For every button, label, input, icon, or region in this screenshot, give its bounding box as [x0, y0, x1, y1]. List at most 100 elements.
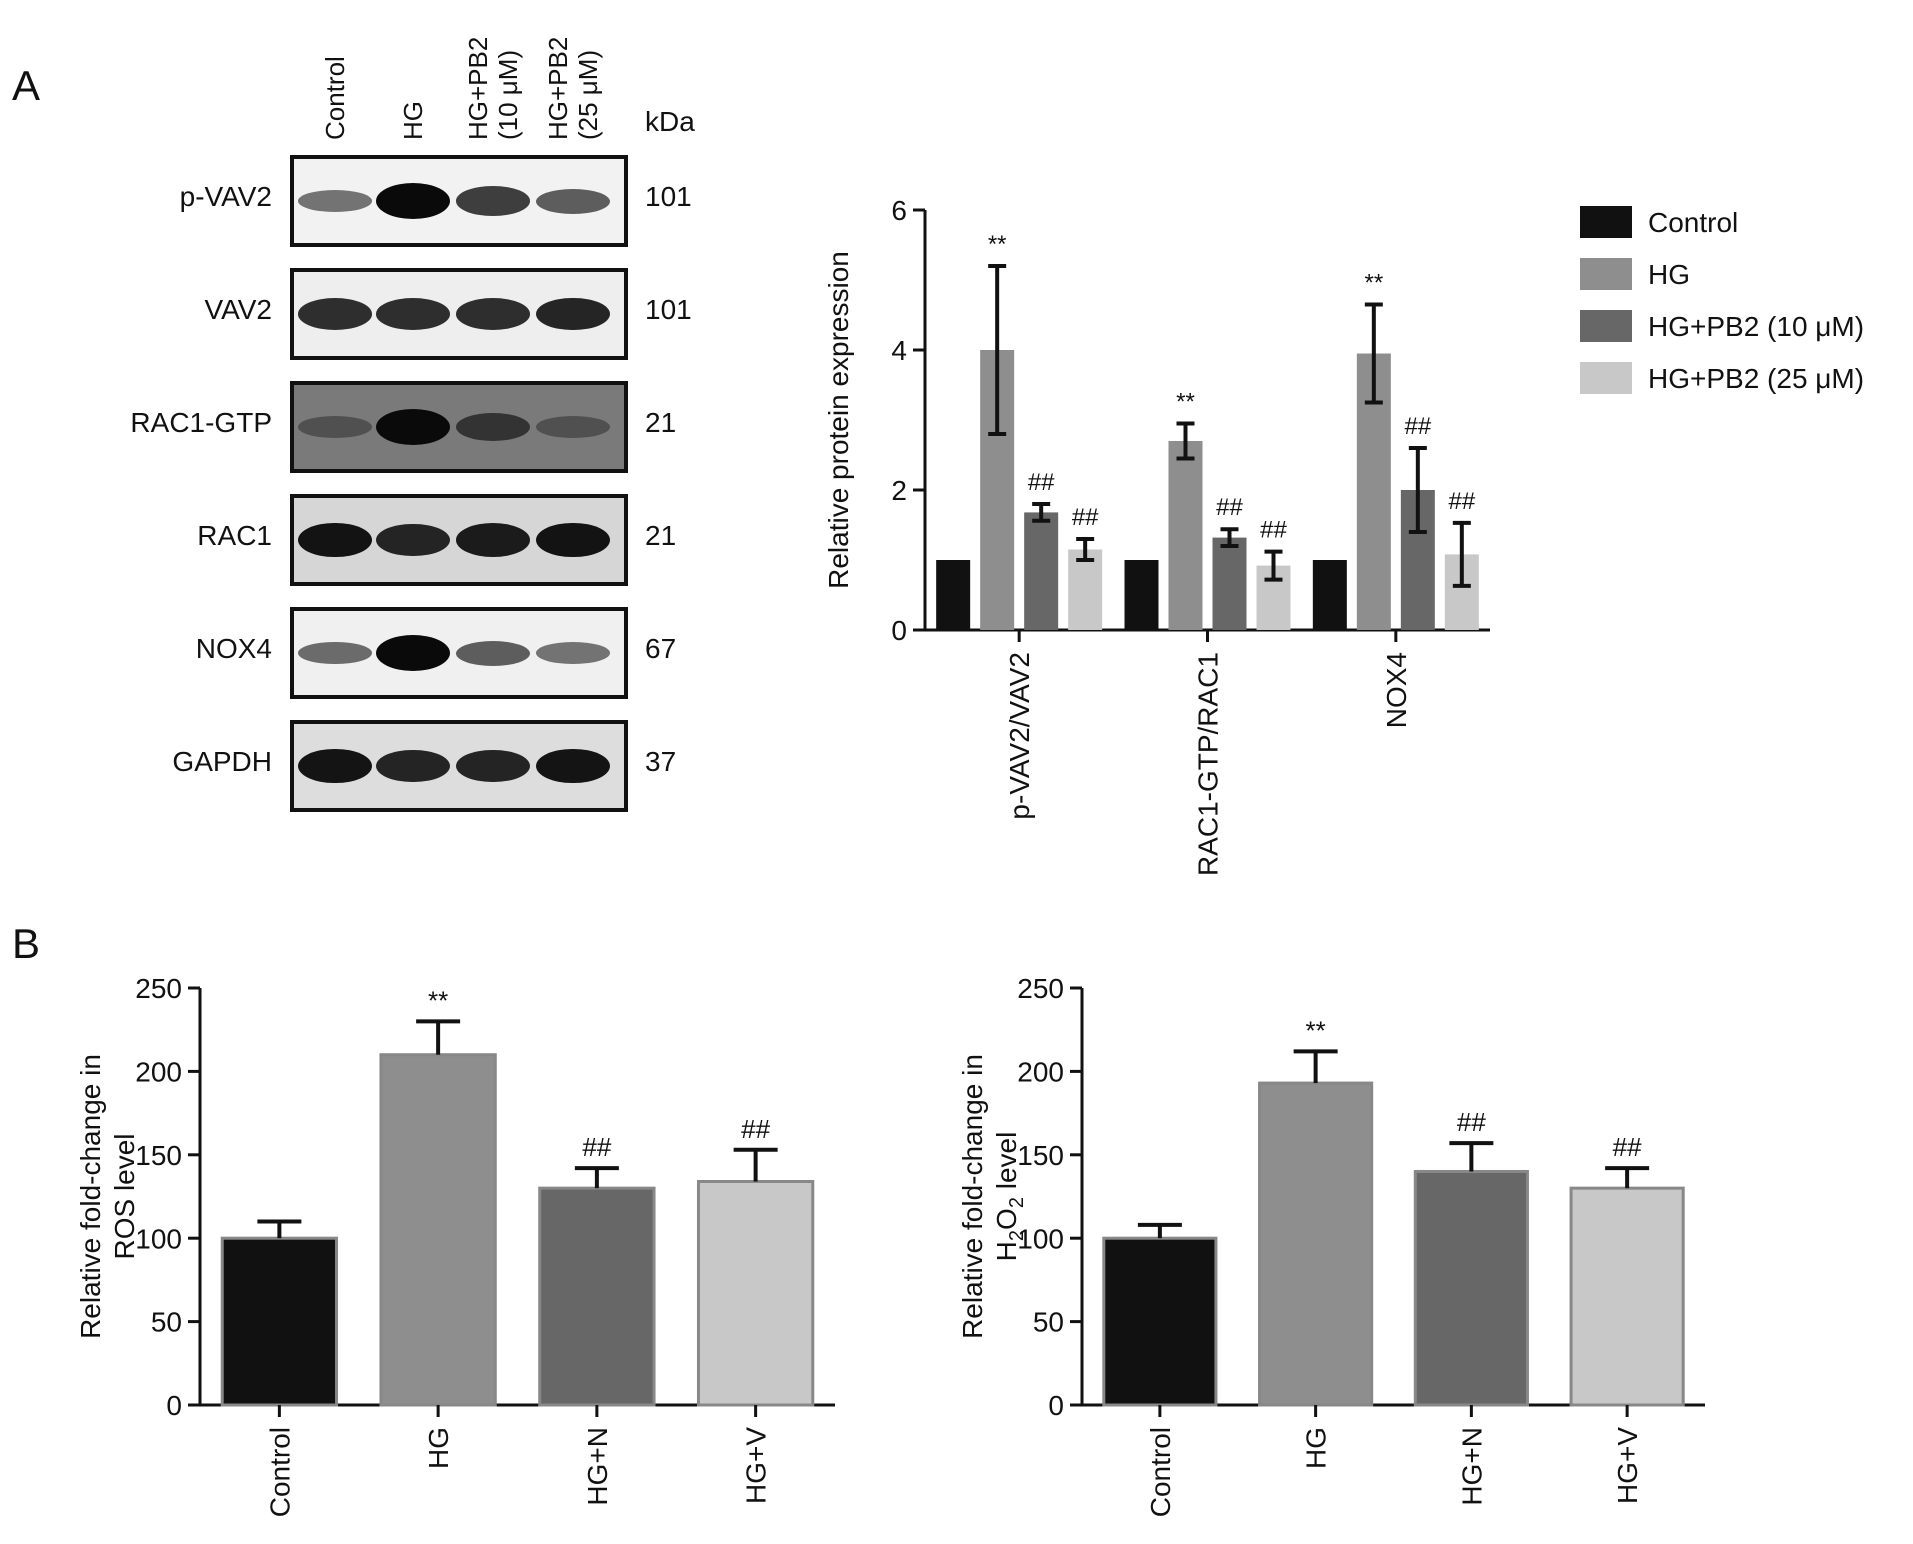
y-axis-label-line: Relative fold-change in	[75, 1054, 106, 1339]
protein-expression-chart: Relative protein expression 0 2 4 6 p-VAV2/VA…	[823, 195, 1864, 876]
blot-band	[298, 298, 372, 330]
y-tick-label: 100	[1017, 1223, 1064, 1254]
blot-band	[536, 642, 610, 664]
blot-membrane	[290, 607, 628, 699]
bar	[379, 1053, 497, 1407]
blot-band	[298, 748, 372, 784]
blot-band	[456, 523, 530, 557]
significance-label: **	[1364, 270, 1383, 297]
lane-header-line: (25 μM)	[573, 49, 603, 140]
blot-row-label: GAPDH	[172, 746, 272, 777]
x-tick-label: HG+V	[1612, 1427, 1643, 1504]
y-axis-label-line: ROS level	[109, 1133, 140, 1259]
blot-band	[536, 522, 610, 558]
legend-label: HG+PB2 (10 μM)	[1648, 311, 1864, 342]
y-axis-label-part: level	[991, 1132, 1022, 1197]
significance-label: **	[1176, 389, 1195, 416]
blot-band	[456, 186, 530, 216]
blot-band	[376, 523, 450, 557]
blot-row-kda: 67	[645, 633, 677, 664]
blot-band	[376, 749, 450, 783]
bar	[220, 1236, 339, 1407]
y-tick-label: 50	[1033, 1307, 1064, 1338]
blot-band	[298, 641, 372, 665]
significance-label: ##	[1613, 1132, 1642, 1162]
blot-row-label: NOX4	[195, 633, 272, 664]
blot-band	[456, 749, 530, 783]
y-axis-label-part: 2	[1006, 1230, 1028, 1241]
y-axis-label-part: 2	[1006, 1197, 1028, 1208]
y-axis-label-part: H	[991, 1241, 1022, 1261]
y-axis-label-line: H2O2 level	[991, 1132, 1028, 1262]
x-tick-label: HG	[1301, 1427, 1332, 1469]
bar	[538, 1186, 656, 1407]
y-tick-label: 250	[1017, 973, 1064, 1004]
blot-row-label: p-VAV2	[179, 181, 272, 212]
blot-row-kda: 21	[645, 407, 677, 438]
bar	[1024, 512, 1059, 630]
significance-label: ##	[582, 1132, 611, 1162]
y-tick-label: 50	[151, 1307, 182, 1338]
blot-band	[536, 416, 610, 438]
h2o2-level-chart: Relative fold-change in H2O2 level0501001…	[957, 973, 1705, 1517]
x-tick-label: HG+N	[1456, 1427, 1487, 1506]
significance-label: **	[988, 231, 1007, 258]
bar	[936, 560, 971, 630]
lane-header-line: HG+PB2	[543, 36, 573, 140]
y-tick-label: 150	[135, 1140, 182, 1171]
legend-label: HG+PB2 (25 μM)	[1648, 363, 1864, 394]
x-tick-label: Control	[1145, 1427, 1176, 1517]
y-tick-label: 0	[891, 615, 907, 646]
western-blot-panel: kDa Control HG HG+PB2 (10 μM) HG+PB2 (25 μM) p…	[0, 0, 760, 860]
blot-membrane	[290, 494, 628, 586]
y-axis-label: Relative protein expression	[823, 251, 854, 589]
blot-row-label: RAC1	[197, 520, 272, 551]
blot-row-kda: 21	[645, 520, 677, 551]
blot-band	[456, 412, 530, 442]
panel-letter-a: A	[12, 62, 41, 109]
y-tick-label: 0	[1048, 1390, 1064, 1421]
significance-label: ##	[1028, 469, 1055, 496]
blot-membrane	[290, 381, 628, 473]
x-tick-label: HG+V	[741, 1427, 772, 1504]
y-tick-label: 2	[891, 475, 907, 506]
blot-band	[376, 298, 450, 330]
blot-membrane	[290, 720, 628, 812]
significance-label: **	[1306, 1015, 1326, 1045]
blot-row-kda: 101	[645, 294, 692, 325]
significance-label: ##	[741, 1114, 770, 1144]
lane-header-line: Control	[320, 56, 350, 140]
legend-swatch	[1580, 258, 1632, 290]
significance-label: ##	[1404, 413, 1431, 440]
panel-letter-b: B	[12, 920, 41, 967]
legend-swatch	[1580, 362, 1632, 394]
blot-row-label: VAV2	[204, 294, 272, 325]
lane-header: HG	[398, 101, 428, 140]
blot-row-label: RAC1-GTP	[130, 407, 272, 438]
y-axis-label-line: Relative fold-change in	[957, 1054, 988, 1339]
blot-band	[536, 297, 610, 331]
significance-label: ##	[1448, 488, 1475, 515]
x-tick-label: NOX4	[1381, 652, 1412, 728]
lane-header: HG+PB2 (10 μM)	[463, 37, 523, 140]
blot-band	[298, 190, 372, 212]
kda-label: kDa	[645, 106, 695, 137]
lane-header: HG+PB2 (25 μM)	[543, 37, 603, 140]
blot-band	[536, 748, 610, 784]
bar	[1124, 560, 1159, 630]
bar	[1212, 537, 1247, 630]
lane-header-line: (10 μM)	[493, 49, 523, 140]
bar	[1068, 549, 1103, 630]
blot-band	[376, 183, 450, 219]
significance-label: ##	[1260, 517, 1287, 544]
bar	[1102, 1236, 1218, 1407]
legend-label: Control	[1648, 207, 1738, 238]
significance-label: ##	[1072, 504, 1099, 531]
blot-band	[456, 640, 530, 666]
blot-band	[456, 298, 530, 330]
legend-swatch	[1580, 310, 1632, 342]
bar	[1312, 560, 1347, 630]
y-tick-label: 0	[166, 1390, 182, 1421]
lane-header-line: HG	[398, 101, 428, 140]
significance-label: ##	[1457, 1107, 1486, 1137]
